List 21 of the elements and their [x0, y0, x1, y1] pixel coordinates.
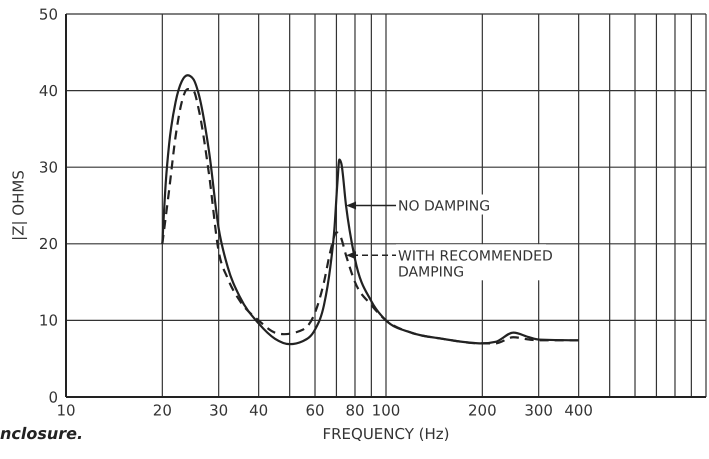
x-tick-label: 30 [209, 402, 228, 420]
legend-label: WITH RECOMMENDED DAMPING [398, 248, 553, 280]
x-tick-label: 80 [345, 402, 365, 420]
x-tick-label: 100 [372, 402, 400, 420]
y-tick-label: 20 [38, 235, 58, 254]
x-tick-label: 400 [564, 402, 593, 420]
legend-label: NO DAMPING [398, 198, 490, 214]
y-tick-label: 30 [38, 158, 58, 177]
y-tick-label: 0 [48, 388, 58, 406]
x-axis-title: FREQUENCY (Hz) [322, 425, 450, 443]
text: nclosure. [0, 424, 84, 443]
x-tick-label: 10 [56, 402, 76, 420]
x-tick-label: 60 [305, 402, 325, 420]
y-tick-label: 50 [38, 5, 58, 24]
x-tick-label: 20 [152, 402, 172, 420]
x-tick-label: 40 [249, 402, 268, 420]
x-tick-label: 200 [468, 402, 497, 420]
y-tick-label: 10 [38, 312, 58, 330]
x-tick-label: 300 [524, 402, 553, 420]
y-axis-title: |Z| OHMS [9, 170, 28, 241]
y-tick-label: 40 [38, 82, 58, 100]
